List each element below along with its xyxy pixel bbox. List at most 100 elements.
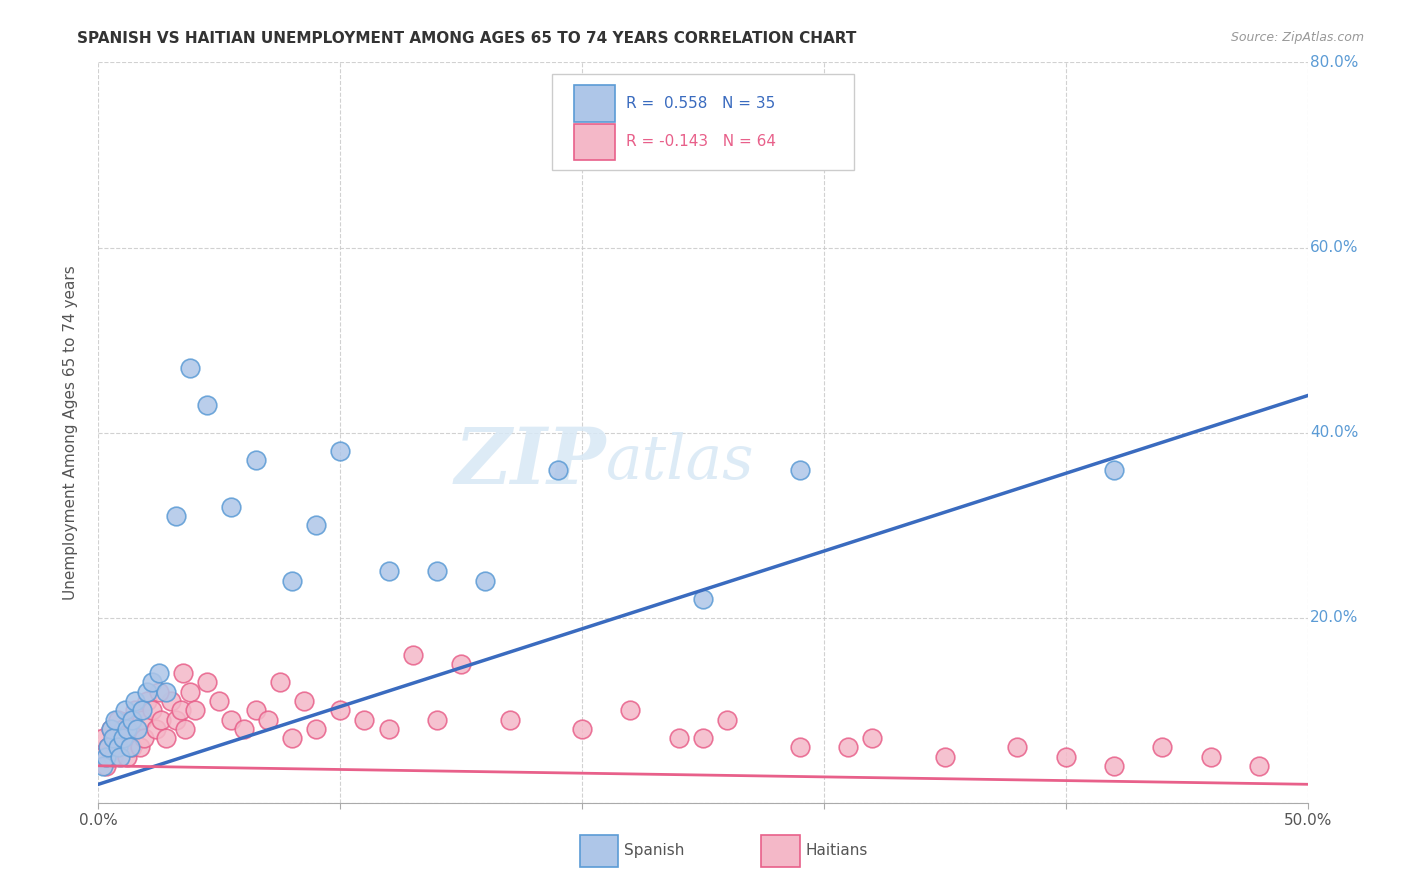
Point bbox=[114, 703, 136, 717]
Point bbox=[107, 740, 129, 755]
Point bbox=[169, 703, 191, 717]
Point bbox=[208, 694, 231, 708]
Point bbox=[134, 731, 156, 745]
Point bbox=[426, 565, 449, 579]
Point bbox=[305, 518, 328, 533]
Point bbox=[127, 722, 149, 736]
Point bbox=[571, 722, 593, 736]
Point bbox=[127, 722, 149, 736]
Point bbox=[547, 462, 569, 476]
Point bbox=[97, 740, 120, 755]
Point bbox=[100, 722, 122, 736]
Point bbox=[172, 666, 194, 681]
Point bbox=[107, 713, 129, 727]
Point bbox=[934, 749, 956, 764]
Point bbox=[1054, 749, 1077, 764]
Point bbox=[269, 675, 291, 690]
Point bbox=[498, 713, 520, 727]
Point bbox=[1152, 740, 1174, 755]
Point bbox=[90, 749, 112, 764]
Point bbox=[837, 740, 859, 755]
Point bbox=[141, 703, 163, 717]
Text: Haitians: Haitians bbox=[806, 844, 868, 858]
Point bbox=[221, 500, 243, 514]
Point bbox=[148, 685, 170, 699]
Text: 60.0%: 60.0% bbox=[1310, 240, 1358, 255]
Point bbox=[94, 749, 117, 764]
Text: atlas: atlas bbox=[606, 433, 755, 492]
FancyBboxPatch shape bbox=[761, 835, 800, 867]
Point bbox=[1007, 740, 1029, 755]
Point bbox=[377, 565, 399, 579]
Point bbox=[789, 462, 811, 476]
Point bbox=[692, 592, 714, 607]
Point bbox=[179, 685, 201, 699]
Point bbox=[281, 731, 304, 745]
Point bbox=[402, 648, 425, 662]
Point bbox=[256, 713, 278, 727]
Point bbox=[245, 703, 267, 717]
Point bbox=[131, 703, 153, 717]
Text: R = -0.143   N = 64: R = -0.143 N = 64 bbox=[626, 134, 776, 149]
Point bbox=[118, 713, 141, 727]
Text: Spanish: Spanish bbox=[624, 844, 685, 858]
Point bbox=[195, 675, 218, 690]
Point bbox=[128, 740, 150, 755]
Text: 80.0%: 80.0% bbox=[1310, 55, 1358, 70]
Point bbox=[450, 657, 472, 671]
Point bbox=[1199, 749, 1222, 764]
Point bbox=[716, 713, 738, 727]
Point bbox=[108, 749, 131, 764]
Point bbox=[135, 694, 157, 708]
Point bbox=[114, 731, 136, 745]
FancyBboxPatch shape bbox=[579, 835, 619, 867]
Point bbox=[474, 574, 496, 588]
Y-axis label: Unemployment Among Ages 65 to 74 years: Unemployment Among Ages 65 to 74 years bbox=[63, 265, 77, 600]
Point bbox=[160, 694, 183, 708]
Point bbox=[111, 722, 134, 736]
Point bbox=[426, 713, 449, 727]
Text: 40.0%: 40.0% bbox=[1310, 425, 1358, 440]
Point bbox=[184, 703, 207, 717]
Point bbox=[117, 749, 139, 764]
Point bbox=[100, 722, 122, 736]
Point bbox=[155, 685, 177, 699]
Point bbox=[179, 360, 201, 375]
Text: R =  0.558   N = 35: R = 0.558 N = 35 bbox=[626, 95, 775, 111]
Point bbox=[111, 731, 134, 745]
Point bbox=[292, 694, 315, 708]
Point bbox=[131, 713, 153, 727]
Point bbox=[155, 731, 177, 745]
Point bbox=[174, 722, 197, 736]
Point bbox=[135, 685, 157, 699]
Point bbox=[118, 740, 141, 755]
Point bbox=[121, 713, 143, 727]
Point bbox=[377, 722, 399, 736]
Text: ZIP: ZIP bbox=[454, 424, 606, 500]
Point bbox=[141, 675, 163, 690]
Point bbox=[165, 713, 187, 727]
FancyBboxPatch shape bbox=[574, 86, 614, 121]
Point bbox=[117, 722, 139, 736]
Point bbox=[1249, 758, 1271, 772]
Text: Source: ZipAtlas.com: Source: ZipAtlas.com bbox=[1230, 31, 1364, 45]
Point bbox=[305, 722, 328, 736]
Point bbox=[91, 731, 114, 745]
Point bbox=[195, 398, 218, 412]
Point bbox=[281, 574, 304, 588]
Point bbox=[619, 703, 641, 717]
Point bbox=[1102, 758, 1125, 772]
Point bbox=[124, 694, 146, 708]
Point bbox=[165, 508, 187, 523]
Point bbox=[104, 731, 127, 745]
Point bbox=[1102, 462, 1125, 476]
Point bbox=[329, 444, 352, 458]
Point bbox=[148, 666, 170, 681]
Point bbox=[108, 740, 131, 755]
Point bbox=[101, 749, 124, 764]
Point bbox=[221, 713, 243, 727]
Point bbox=[232, 722, 254, 736]
Point bbox=[150, 713, 173, 727]
Point bbox=[329, 703, 352, 717]
Point bbox=[692, 731, 714, 745]
